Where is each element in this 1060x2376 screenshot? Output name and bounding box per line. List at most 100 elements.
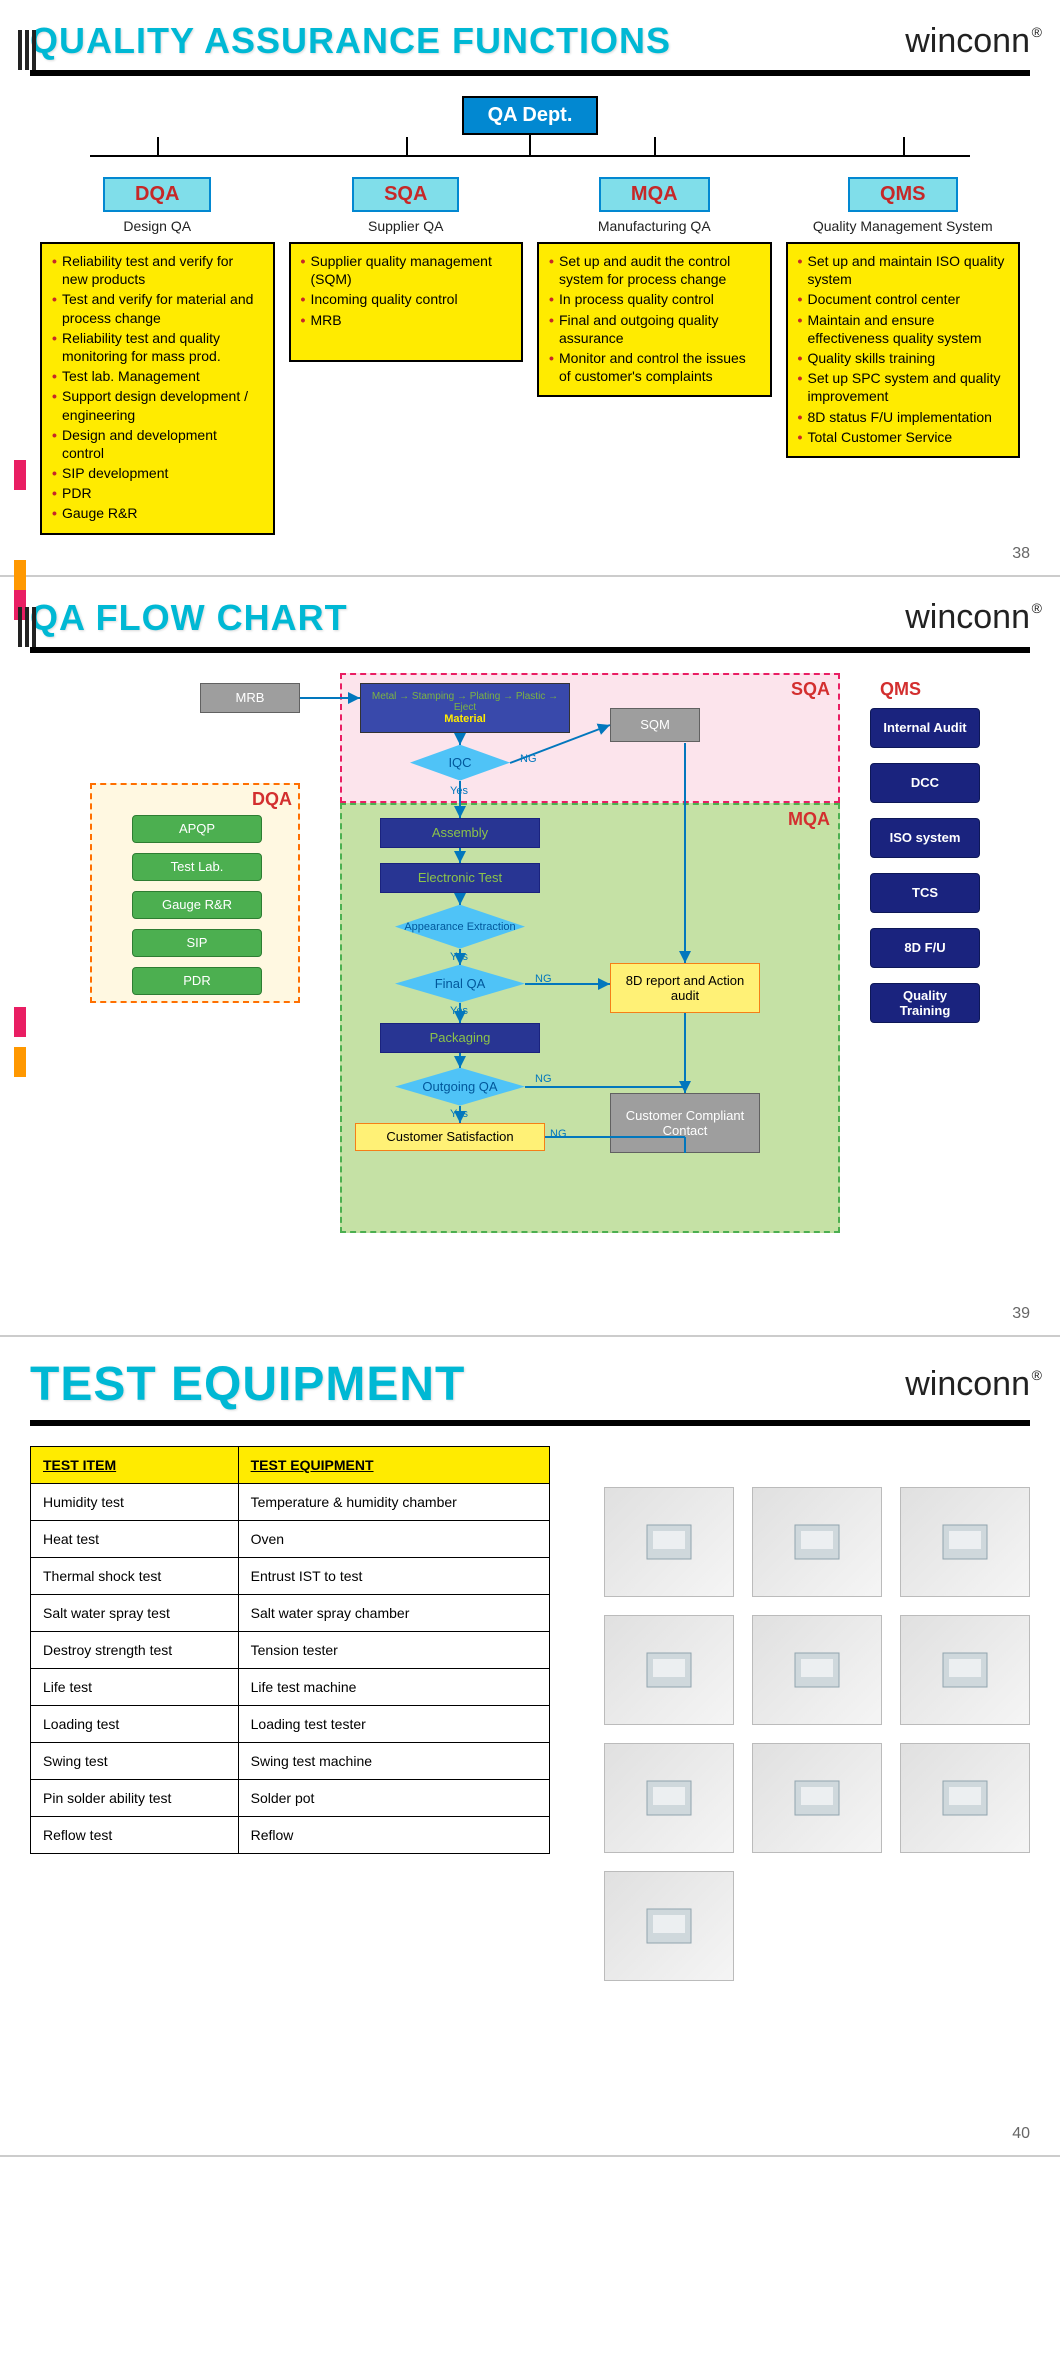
dept-item: SIP development — [52, 464, 263, 482]
table-cell: Heat test — [31, 1520, 239, 1557]
table-row: Destroy strength testTension tester — [31, 1631, 550, 1668]
qms-node: Quality Training — [870, 983, 980, 1023]
slide-qa-functions: QUALITY ASSURANCE FUNCTIONS winconn® QA … — [0, 0, 1060, 577]
dept-item: Set up SPC system and quality improvemen… — [798, 369, 1009, 405]
region-qms-label: QMS — [880, 679, 921, 700]
dept-item: Monitor and control the issues of custom… — [549, 349, 760, 385]
dept-box: Reliability test and verify for new prod… — [40, 242, 275, 535]
equipment-images — [604, 1487, 1030, 1981]
table-cell: Life test machine — [238, 1668, 549, 1705]
logo: winconn® — [905, 598, 1030, 637]
org-col: QMSQuality Management SystemSet up and m… — [786, 157, 1021, 535]
dept-item: Support design development / engineering — [52, 387, 263, 423]
dqa-node: PDR — [132, 967, 262, 995]
page-number: 40 — [1012, 2125, 1030, 2143]
table-cell: Thermal shock test — [31, 1557, 239, 1594]
table-cell: Solder pot — [238, 1779, 549, 1816]
equipment-image — [752, 1487, 882, 1597]
qms-node: ISO system — [870, 818, 980, 858]
org-col: DQA Design QA Reliability test and verify … — [40, 157, 275, 535]
slide-title: TEST EQUIPMENT — [30, 1357, 465, 1412]
logo: winconn® — [905, 1365, 1030, 1404]
dept-item: MRB — [301, 311, 512, 329]
table-cell: Destroy strength test — [31, 1631, 239, 1668]
table-row: Life testLife test machine — [31, 1668, 550, 1705]
dqa-node: Test Lab. — [132, 853, 262, 881]
accent-bars — [18, 607, 36, 647]
table-cell: Temperature & humidity chamber — [238, 1483, 549, 1520]
dept-code: DQA — [103, 177, 211, 212]
equipment-image — [752, 1743, 882, 1853]
logo: winconn® — [905, 22, 1030, 61]
equipment-image — [900, 1615, 1030, 1725]
page-number: 39 — [1012, 1305, 1030, 1323]
dept-item: Test lab. Management — [52, 367, 263, 385]
dept-item: 8D status F/U implementation — [798, 408, 1009, 426]
accent-bars — [18, 30, 36, 70]
dept-item: Final and outgoing quality assurance — [549, 311, 760, 347]
dept-item: Set up and maintain ISO quality system — [798, 252, 1009, 288]
qms-node: TCS — [870, 873, 980, 913]
dept-item: Gauge R&R — [52, 504, 263, 522]
slide-qa-flowchart: QA FLOW CHART winconn® DQA APQPTest Lab.… — [0, 577, 1060, 1337]
table-cell: Tension tester — [238, 1631, 549, 1668]
dept-box: Supplier quality management (SQM)Incomin… — [289, 242, 524, 362]
equipment-image — [604, 1743, 734, 1853]
dept-item: Maintain and ensure effectiveness qualit… — [798, 311, 1009, 347]
dept-subtitle: Design QA — [40, 218, 275, 234]
table-cell: Loading test — [31, 1705, 239, 1742]
node-cs: Customer Satisfaction — [355, 1123, 545, 1151]
node-assembly: Assembly — [380, 818, 540, 848]
table-row: Salt water spray testSalt water spray ch… — [31, 1594, 550, 1631]
org-col: SQASupplier QASupplier quality managemen… — [289, 157, 524, 535]
dept-item: Design and development control — [52, 426, 263, 462]
equipment-image — [604, 1615, 734, 1725]
slide-test-equipment: TEST EQUIPMENT winconn® TEST ITEM TEST E… — [0, 1337, 1060, 2157]
table-row: Swing testSwing test machine — [31, 1742, 550, 1779]
table-cell: Salt water spray chamber — [238, 1594, 549, 1631]
side-accent — [14, 460, 26, 490]
table-cell: Swing test — [31, 1742, 239, 1779]
node-mrb: MRB — [200, 683, 300, 713]
table-cell: Reflow — [238, 1816, 549, 1853]
divider — [30, 1420, 1030, 1426]
dept-code: SQA — [352, 177, 459, 212]
equipment-image — [604, 1871, 734, 1981]
slide-title: QA FLOW CHART — [30, 597, 348, 639]
slide-title: QUALITY ASSURANCE FUNCTIONS — [30, 20, 671, 62]
dept-subtitle: Manufacturing QA — [537, 218, 772, 234]
equipment-image — [900, 1743, 1030, 1853]
table-cell: Humidity test — [31, 1483, 239, 1520]
dept-item: Set up and audit the control system for … — [549, 252, 760, 288]
side-accent — [14, 1047, 26, 1077]
table-header: TEST EQUIPMENT — [238, 1446, 549, 1483]
node-material: Metal → Stamping → Plating → Plastic → E… — [360, 683, 570, 733]
dept-item: Reliability test and verify for new prod… — [52, 252, 263, 288]
dept-item: Test and verify for material and process… — [52, 290, 263, 326]
side-accent — [14, 1007, 26, 1037]
divider — [30, 70, 1030, 76]
table-row: Pin solder ability testSolder pot — [31, 1779, 550, 1816]
org-col: MQAManufacturing QASet up and audit the … — [537, 157, 772, 535]
qms-node: DCC — [870, 763, 980, 803]
table-row: Heat testOven — [31, 1520, 550, 1557]
node-sqm: SQM — [610, 708, 700, 742]
qms-node: 8D F/U — [870, 928, 980, 968]
dqa-node: SIP — [132, 929, 262, 957]
dept-item: PDR — [52, 484, 263, 502]
dept-item: Reliability test and quality monitoring … — [52, 329, 263, 365]
table-row: Reflow testReflow — [31, 1816, 550, 1853]
dept-item: In process quality control — [549, 290, 760, 308]
org-root-node: QA Dept. — [462, 96, 599, 135]
node-etest: Electronic Test — [380, 863, 540, 893]
dqa-node: APQP — [132, 815, 262, 843]
node-packaging: Packaging — [380, 1023, 540, 1053]
dept-item: Document control center — [798, 290, 1009, 308]
region-dqa: DQA APQPTest Lab.Gauge R&RSIPPDR — [90, 783, 300, 1003]
dqa-node: Gauge R&R — [132, 891, 262, 919]
node-8d: 8D report and Action audit — [610, 963, 760, 1013]
dept-box: Set up and audit the control system for … — [537, 242, 772, 397]
table-header: TEST ITEM — [31, 1446, 239, 1483]
table-cell: Pin solder ability test — [31, 1779, 239, 1816]
equipment-image — [752, 1615, 882, 1725]
